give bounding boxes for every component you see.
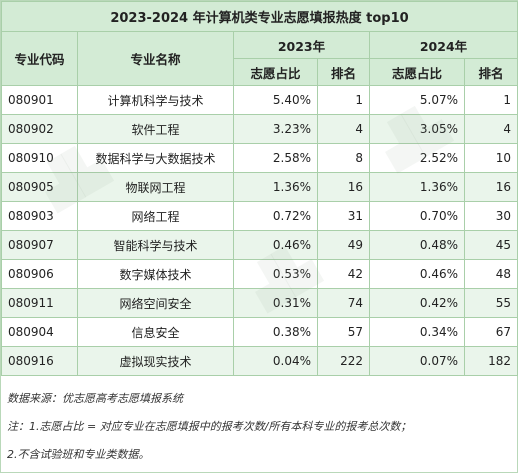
cell-pct-2024: 1.36% <box>369 172 465 202</box>
cell-pct-2023: 0.31% <box>233 288 318 318</box>
cell-rank-2023: 222 <box>317 346 370 376</box>
cell-rank-2023: 16 <box>317 172 370 202</box>
cell-code: 080903 <box>1 201 78 231</box>
cell-rank-2023: 57 <box>317 317 370 347</box>
note-definition: 注：1.志愿占比 = 对应专业在志愿填报中的报考次数/所有本科专业的报考总次数； <box>7 420 412 433</box>
header-year-2023: 2023年 <box>233 31 370 59</box>
cell-rank-2024: 1 <box>463 85 518 115</box>
cell-pct-2023: 0.72% <box>233 201 318 231</box>
cell-pct-2024: 0.34% <box>369 317 465 347</box>
cell-rank-2023: 49 <box>317 230 370 260</box>
cell-pct-2024: 0.70% <box>369 201 465 231</box>
cell-pct-2023: 5.40% <box>233 85 318 115</box>
cell-code: 080911 <box>1 288 78 318</box>
table-row: 080904 信息安全 0.38% 57 0.34% 67 <box>1 317 518 347</box>
cell-code: 080906 <box>1 259 78 289</box>
cell-rank-2023: 8 <box>317 143 370 173</box>
cell-name: 虚拟现实技术 <box>77 346 234 376</box>
table-row: 080901 计算机科学与技术 5.40% 1 5.07% 1 <box>1 85 518 115</box>
cell-rank-2024: 16 <box>463 172 518 202</box>
cell-code: 080910 <box>1 143 78 173</box>
cell-rank-2023: 1 <box>317 85 370 115</box>
cell-code: 080916 <box>1 346 78 376</box>
cell-rank-2024: 10 <box>463 143 518 173</box>
cell-rank-2024: 48 <box>463 259 518 289</box>
table-row: 080902 软件工程 3.23% 4 3.05% 4 <box>1 114 518 144</box>
header-rank-2024: 排名 <box>463 58 518 86</box>
cell-name: 智能科学与技术 <box>77 230 234 260</box>
cell-pct-2024: 0.48% <box>369 230 465 260</box>
cell-pct-2023: 2.58% <box>233 143 318 173</box>
cell-name: 物联网工程 <box>77 172 234 202</box>
table-row: 080903 网络工程 0.72% 31 0.70% 30 <box>1 201 518 231</box>
cell-pct-2023: 0.04% <box>233 346 318 376</box>
cell-pct-2023: 0.46% <box>233 230 318 260</box>
header-pct-2023: 志愿占比 <box>233 58 318 86</box>
cell-pct-2024: 5.07% <box>369 85 465 115</box>
cell-code: 080907 <box>1 230 78 260</box>
cell-code: 080902 <box>1 114 78 144</box>
cell-name: 计算机科学与技术 <box>77 85 234 115</box>
cell-rank-2023: 42 <box>317 259 370 289</box>
cell-rank-2024: 4 <box>463 114 518 144</box>
table-title: 2023-2024 年计算机类专业志愿填报热度 top10 <box>0 1 518 32</box>
cell-name: 数据科学与大数据技术 <box>77 143 234 173</box>
table-row: 080910 数据科学与大数据技术 2.58% 8 2.52% 10 <box>1 143 518 173</box>
cell-pct-2023: 0.53% <box>233 259 318 289</box>
cell-pct-2024: 0.46% <box>369 259 465 289</box>
ranking-table: 2023-2024 年计算机类专业志愿填报热度 top10 专业代码 专业名称 … <box>0 1 518 376</box>
cell-code: 080904 <box>1 317 78 347</box>
cell-pct-2024: 0.07% <box>369 346 465 376</box>
cell-name: 网络空间安全 <box>77 288 234 318</box>
cell-rank-2024: 45 <box>463 230 518 260</box>
table-row: 080911 网络空间安全 0.31% 74 0.42% 55 <box>1 288 518 318</box>
note-source: 数据来源：优志愿高考志愿填报系统 <box>7 392 183 405</box>
header-pct-2024: 志愿占比 <box>369 58 465 86</box>
note-exclusion: 2.不含试验班和专业类数据。 <box>7 448 150 461</box>
cell-name: 数字媒体技术 <box>77 259 234 289</box>
cell-name: 软件工程 <box>77 114 234 144</box>
table-row: 080905 物联网工程 1.36% 16 1.36% 16 <box>1 172 518 202</box>
cell-pct-2024: 0.42% <box>369 288 465 318</box>
cell-rank-2023: 31 <box>317 201 370 231</box>
cell-rank-2024: 67 <box>463 317 518 347</box>
table-row: 080906 数字媒体技术 0.53% 42 0.46% 48 <box>1 259 518 289</box>
cell-pct-2024: 2.52% <box>369 143 465 173</box>
footnotes: 数据来源：优志愿高考志愿填报系统 注：1.志愿占比 = 对应专业在志愿填报中的报… <box>7 385 411 469</box>
header-code: 专业代码 <box>1 31 78 86</box>
cell-code: 080905 <box>1 172 78 202</box>
cell-pct-2023: 1.36% <box>233 172 318 202</box>
cell-code: 080901 <box>1 85 78 115</box>
header-rank-2023: 排名 <box>317 58 370 86</box>
cell-name: 信息安全 <box>77 317 234 347</box>
cell-pct-2023: 3.23% <box>233 114 318 144</box>
header-year-2024: 2024年 <box>368 31 518 59</box>
table-row: 080907 智能科学与技术 0.46% 49 0.48% 45 <box>1 230 518 260</box>
table-row: 080916 虚拟现实技术 0.04% 222 0.07% 182 <box>1 346 518 376</box>
cell-rank-2024: 30 <box>463 201 518 231</box>
cell-rank-2023: 4 <box>317 114 370 144</box>
cell-rank-2024: 55 <box>463 288 518 318</box>
cell-pct-2024: 3.05% <box>369 114 465 144</box>
cell-name: 网络工程 <box>77 201 234 231</box>
header-name: 专业名称 <box>77 31 234 86</box>
cell-rank-2023: 74 <box>317 288 370 318</box>
cell-pct-2023: 0.38% <box>233 317 318 347</box>
cell-rank-2024: 182 <box>463 346 518 376</box>
